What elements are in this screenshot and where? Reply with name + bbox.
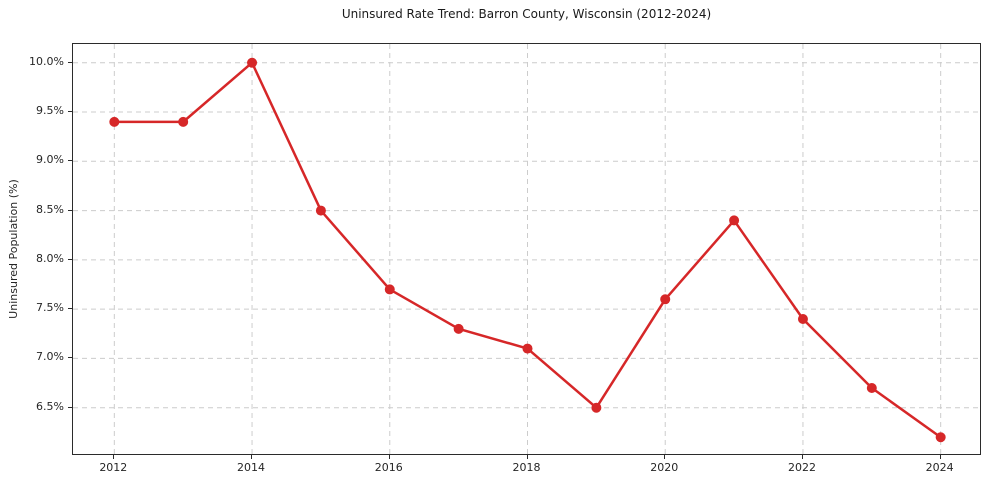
data-point-marker: [109, 116, 120, 127]
y-tick-label: 10.0%: [29, 54, 64, 68]
data-point-marker: [178, 116, 189, 127]
plot-area: [72, 43, 982, 456]
x-tick-mark: [801, 455, 803, 459]
data-point-marker: [522, 343, 533, 354]
y-tick-label: 9.0%: [36, 153, 64, 167]
y-tick-mark: [68, 61, 72, 63]
x-tick-mark: [251, 455, 253, 459]
y-tick-mark: [68, 406, 72, 408]
data-point-marker: [660, 294, 671, 305]
data-point-marker: [866, 382, 877, 393]
data-point-marker: [384, 284, 395, 295]
y-tick-label: 7.5%: [36, 301, 64, 315]
data-point-marker: [315, 205, 326, 216]
y-tick-mark: [68, 357, 72, 359]
x-tick-label: 2014: [237, 461, 266, 474]
y-tick-label: 6.5%: [36, 399, 64, 413]
x-tick-label: 2016: [374, 461, 403, 474]
data-point-marker: [591, 402, 602, 413]
x-tick-label: 2024: [925, 461, 954, 474]
y-tick-label: 7.0%: [36, 350, 64, 364]
y-tick-label: 8.5%: [36, 202, 64, 216]
y-tick-mark: [68, 209, 72, 211]
y-tick-mark: [68, 308, 72, 310]
data-point-marker: [729, 215, 740, 226]
data-point-marker: [453, 323, 464, 334]
x-tick-label: 2020: [650, 461, 679, 474]
data-point-marker: [935, 432, 946, 443]
y-tick-label: 8.0%: [36, 251, 64, 265]
y-tick-mark: [68, 258, 72, 260]
x-tick-mark: [526, 455, 528, 459]
x-tick-mark: [939, 455, 941, 459]
data-point-marker: [247, 57, 258, 68]
line-chart-svg: [73, 44, 982, 456]
chart-title: Uninsured Rate Trend: Barron County, Wis…: [341, 7, 712, 21]
y-tick-mark: [68, 160, 72, 162]
x-tick-label: 2018: [512, 461, 541, 474]
x-tick-mark: [388, 455, 390, 459]
x-tick-label: 2022: [787, 461, 816, 474]
x-tick-label: 2012: [99, 461, 128, 474]
y-tick-label: 9.5%: [36, 104, 64, 117]
x-tick-mark: [664, 455, 666, 459]
y-tick-mark: [68, 111, 72, 112]
data-point-marker: [797, 313, 808, 324]
x-tick-mark: [113, 455, 115, 459]
